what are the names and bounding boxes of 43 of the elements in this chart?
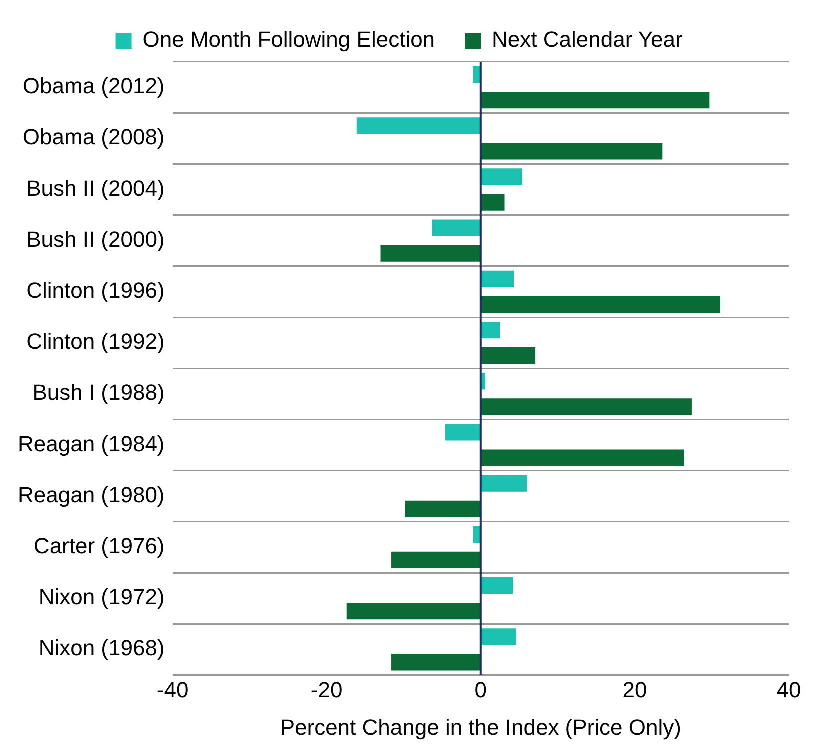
bar: [473, 66, 481, 84]
bar: [356, 118, 481, 134]
y-tick-label: Obama (2008): [22, 124, 165, 150]
bar: [380, 245, 481, 262]
bar: [445, 424, 481, 441]
x-tick-label: 20: [622, 677, 648, 702]
x-tick-label: 40: [776, 677, 802, 702]
bar: [480, 450, 684, 466]
bar: [392, 654, 481, 671]
y-tick-label: Reagan (1984): [18, 431, 165, 456]
x-tick-label: 0: [474, 677, 488, 702]
bar: [480, 168, 522, 186]
y-tick-label: Bush II (2004): [26, 176, 165, 201]
bar: [480, 143, 663, 160]
bar: [480, 398, 692, 416]
bar: [473, 526, 481, 543]
y-tick-label: Carter (1976): [34, 534, 165, 559]
bar: [392, 552, 481, 569]
bar: [480, 270, 514, 288]
legend-label: Next Calendar Year: [492, 27, 683, 52]
bar: [480, 475, 528, 492]
bar: [480, 92, 710, 109]
y-tick-label: Nixon (1972): [38, 584, 165, 610]
y-tick-label: Bush I (1988): [32, 380, 165, 406]
bar: [432, 220, 481, 236]
x-axis-title: Percent Change in the Index (Price Only): [280, 714, 682, 740]
bar: [480, 348, 536, 364]
bar: [480, 194, 505, 211]
x-tick-label: -20: [310, 677, 343, 702]
bar: [480, 296, 720, 314]
bar: [405, 500, 481, 518]
bar: [346, 603, 481, 620]
bar: [480, 577, 514, 594]
y-tick-label: Nixon (1968): [38, 636, 165, 661]
y-tick-label: Clinton (1996): [26, 278, 165, 304]
y-tick-label: Clinton (1992): [26, 329, 165, 354]
y-tick-label: Reagan (1980): [18, 482, 165, 508]
bar: [480, 322, 500, 339]
y-tick-label: Obama (2012): [22, 74, 165, 99]
legend-label: One Month Following Election: [142, 27, 436, 52]
y-tick-label: Bush II (2000): [26, 226, 165, 252]
bar: [480, 628, 516, 646]
x-tick-label: -40: [156, 677, 189, 702]
